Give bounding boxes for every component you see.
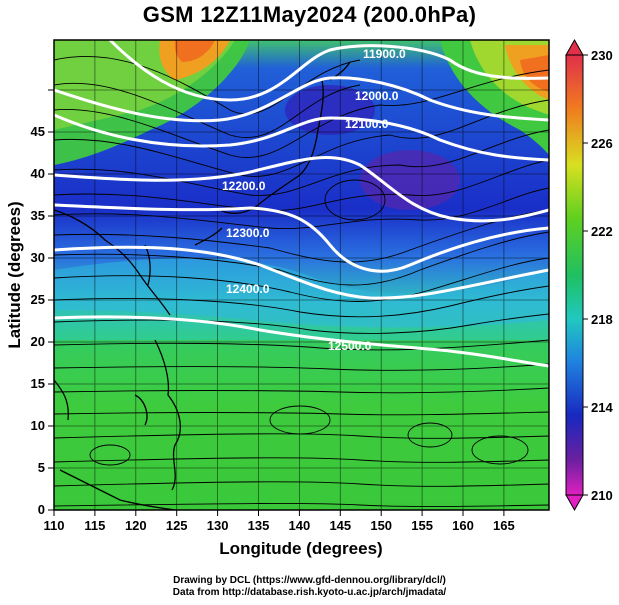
colorbar-bottom-triangle bbox=[565, 494, 584, 512]
contour-label-11900: 11900.0 bbox=[363, 47, 406, 61]
credit-drawing: Drawing by DCL (https://www.gfd-dennou.o… bbox=[173, 575, 446, 586]
contour-lines bbox=[54, 40, 549, 368]
colorbar-tick-label: 218 bbox=[591, 312, 613, 327]
wind-speed-field bbox=[54, 40, 549, 510]
grid-lines bbox=[54, 40, 549, 510]
contour-label-12300: 12300.0 bbox=[226, 226, 270, 240]
y-tick-label: 35 bbox=[31, 208, 45, 223]
contour-label-12200: 12200.0 bbox=[222, 179, 266, 193]
y-tick-label: 20 bbox=[31, 334, 45, 349]
coastlines bbox=[54, 61, 351, 510]
colorbar-tick-label: 210 bbox=[591, 488, 613, 503]
colorbar-top-triangle bbox=[565, 38, 584, 56]
x-tick-label: 110 bbox=[44, 518, 65, 533]
colorbar-tick-label: 214 bbox=[591, 400, 613, 415]
x-tick-label: 150 bbox=[370, 518, 392, 533]
colorbar-tick-label: 226 bbox=[591, 136, 613, 151]
y-tick-label: 15 bbox=[31, 376, 45, 391]
y-axis-label: Latitude (degrees) bbox=[5, 201, 24, 348]
y-tick-label: 45 bbox=[31, 124, 45, 139]
y-tick-label: 25 bbox=[31, 292, 45, 307]
x-tick-label: 125 bbox=[166, 518, 188, 533]
y-tick-label: 5 bbox=[38, 460, 45, 475]
credits: Drawing by DCL (https://www.gfd-dennou.o… bbox=[0, 575, 619, 599]
x-axis: 110 115 120 125 130 135 140 145 150 155 … bbox=[44, 510, 515, 558]
contour-label-12500: 12500.0 bbox=[328, 339, 372, 353]
x-tick-label: 145 bbox=[329, 518, 351, 533]
y-axis: 0 5 10 15 20 25 30 35 40 45 Latitude (de… bbox=[5, 89, 54, 517]
contour-labels: 11900.0 12000.0 12100.0 12200.0 12300.0 … bbox=[222, 47, 406, 353]
x-tick-label: 160 bbox=[452, 518, 474, 533]
x-tick-label: 135 bbox=[248, 518, 270, 533]
colorbar: 230 226 222 218 214 210 bbox=[565, 38, 613, 512]
map-title: GSM 12Z11May2024 (200.0hPa) bbox=[142, 2, 477, 27]
plot-frame bbox=[53, 39, 550, 511]
colorbar-tick-label: 222 bbox=[591, 224, 613, 239]
x-tick-label: 140 bbox=[289, 518, 311, 533]
x-tick-label: 165 bbox=[493, 518, 515, 533]
contour-label-12100: 12100.0 bbox=[345, 117, 389, 131]
x-tick-label: 155 bbox=[411, 518, 433, 533]
y-tick-label: 30 bbox=[31, 250, 45, 265]
x-axis-label: Longitude (degrees) bbox=[219, 539, 382, 558]
contour-label-12000: 12000.0 bbox=[355, 89, 399, 103]
y-tick-label: 40 bbox=[31, 166, 45, 181]
x-tick-label: 115 bbox=[84, 518, 105, 533]
colorbar-tick-label: 230 bbox=[591, 48, 613, 63]
x-tick-label: 120 bbox=[125, 518, 147, 533]
credit-data: Data from http://database.rish.kyoto-u.a… bbox=[172, 587, 447, 598]
contour-label-12400: 12400.0 bbox=[226, 282, 270, 296]
y-tick-label: 10 bbox=[31, 418, 45, 433]
x-tick-label: 130 bbox=[207, 518, 229, 533]
y-tick-label: 0 bbox=[38, 502, 45, 517]
